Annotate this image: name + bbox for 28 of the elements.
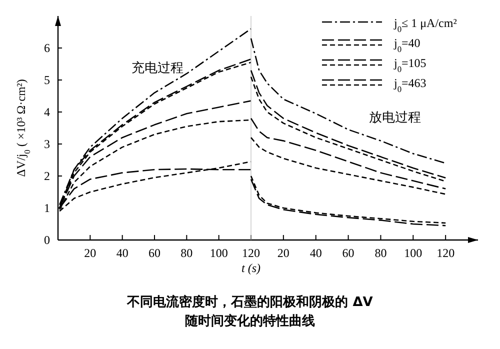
x-tick-label: 40 — [310, 246, 322, 260]
x-tick-label: 80 — [180, 246, 193, 260]
x-tick-label: 100 — [404, 246, 422, 260]
x-tick-label: 120 — [436, 246, 455, 260]
annotation: 充电过程 — [131, 61, 184, 76]
y-tick-label: 0 — [44, 233, 50, 247]
x-tick-label: 120 — [242, 246, 260, 260]
y-tick-label: 1 — [44, 201, 50, 215]
text: 不同电流密度时，石墨的阳极和阴极的 ΔV — [126, 294, 373, 310]
x-axis-title: t (s) — [242, 261, 260, 275]
legend-label: j$_{0}$=105 — [393, 56, 426, 74]
x-tick-label: 20 — [277, 246, 290, 260]
y-tick-label: 5 — [44, 73, 50, 87]
x-tick-label: 100 — [210, 246, 228, 260]
y-tick-label: 4 — [44, 105, 50, 119]
y-tick-label: 2 — [44, 169, 50, 183]
annotation: 放电过程 — [369, 110, 422, 126]
x-tick-label: 40 — [116, 246, 128, 260]
y-tick-label: 6 — [44, 41, 50, 55]
x-tick-label: 60 — [342, 246, 354, 260]
legend-label: j$_{0}$=40 — [393, 36, 420, 54]
legend-label: j$_{0}$≤ 1 μA/cm² — [393, 16, 458, 34]
text: 随时间变化的特性曲线 — [185, 313, 315, 329]
x-tick-label: 60 — [148, 246, 160, 260]
y-tick-label: 3 — [44, 137, 50, 151]
legend-label: j$_{0}$=463 — [393, 76, 426, 94]
x-tick-label: 20 — [84, 246, 96, 260]
x-tick-label: 80 — [374, 246, 387, 260]
